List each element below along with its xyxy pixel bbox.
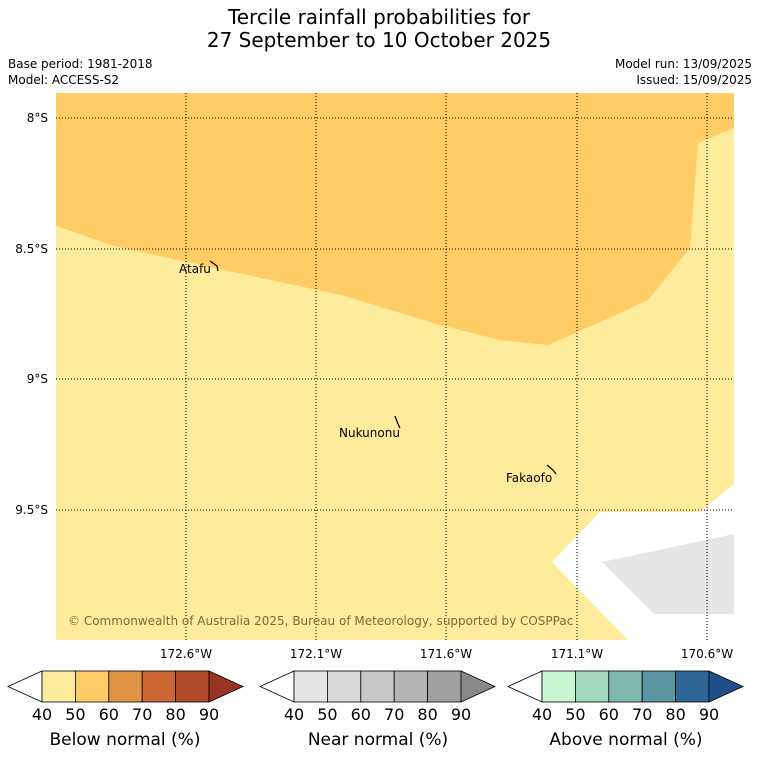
place-label-fakaofo: Fakaofo (506, 471, 553, 485)
colorbar-near-tick-80: 80 (417, 705, 438, 724)
model-name: Model: ACCESS-S2 (8, 73, 120, 87)
colorbar-near-tick-60: 60 (350, 705, 371, 724)
colorbar-below-segment-1 (41, 670, 76, 703)
colorbar-below-segment-4 (141, 670, 176, 703)
fakaofo-coastline (546, 464, 557, 475)
colorbar-near-segment-4 (393, 670, 429, 703)
colorbar-above-extend-high (708, 670, 744, 703)
colorbar-below-tick-80: 80 (165, 705, 186, 724)
lon-label-171.1: 171.1°W (550, 647, 604, 661)
below-normal-50-region (56, 93, 734, 345)
colorbar-near-tick-70: 70 (384, 705, 405, 724)
colorbar-above-segment-4 (641, 670, 677, 703)
colorbar-below-segment-5 (175, 670, 210, 703)
colorbar-above-tick-70: 70 (632, 705, 653, 724)
model-run: Model run: 13/09/2025 (614, 57, 752, 71)
gridlines (56, 93, 734, 640)
colorbar-below-tick-50: 50 (65, 705, 86, 724)
colorbar-below-segment-3 (108, 670, 143, 703)
colorbar-near-tick-40: 40 (283, 705, 305, 724)
colorbar-below-extend-high (208, 670, 244, 703)
colorbar-title-near: Near normal (%) (307, 730, 449, 750)
colorbar-near-segment-3 (360, 670, 395, 703)
map-area (56, 93, 734, 640)
colorbar-near-segment-2 (326, 670, 362, 703)
base-period: Base period: 1981-2018 (8, 57, 153, 71)
meta-left: Base period: 1981-2018 Model: ACCESS-S2 (8, 56, 153, 88)
near-normal-region (602, 534, 734, 614)
colorbar-above-extend-low (507, 670, 543, 703)
copyright-credit: © Commonwealth of Australia 2025, Bureau… (68, 614, 574, 628)
colorbars (7, 670, 744, 703)
colorbar-title-above: Above normal (%) (549, 730, 703, 750)
colorbar-above-tick-50: 50 (565, 705, 586, 724)
nukunonu-coastline (394, 415, 401, 429)
colorbar-below-segment-2 (75, 670, 110, 703)
colorbar-near-extend-high (460, 670, 496, 703)
colorbar-near-tick-50: 50 (317, 705, 338, 724)
colorbar-near-segment-1 (293, 670, 328, 703)
colorbar-above-tick-60: 60 (598, 705, 619, 724)
colorbar-above-segment-5 (675, 670, 710, 703)
colorbar-above-tick-90: 90 (698, 705, 720, 724)
place-label-nukunonu: Nukunonu (339, 426, 400, 440)
lon-label-172.6: 172.6°W (159, 647, 213, 661)
lon-label-172.1: 172.1°W (289, 647, 343, 661)
colorbar-below-tick-90: 90 (198, 705, 220, 724)
colorbar-below-tick-70: 70 (132, 705, 153, 724)
colorbar-below-extend-low (7, 670, 43, 703)
colorbar-above-segment-2 (575, 670, 610, 703)
colorbar-above-tick-40: 40 (531, 705, 553, 724)
colorbar-near-extend-low (259, 670, 295, 703)
colorbar-below-tick-40: 40 (31, 705, 53, 724)
place-label-atafu: Atafu (179, 262, 211, 276)
colorbar-title-below: Below normal (%) (49, 730, 201, 750)
lon-label-171.6: 171.6°W (419, 647, 473, 661)
lat-label-8: 8°S (26, 111, 48, 125)
colorbar-above-segment-1 (541, 670, 576, 703)
colorbar-below-tick-60: 60 (98, 705, 119, 724)
colorbar-near-tick-90: 90 (450, 705, 472, 724)
chart-title-line1: Tercile rainfall probabilities for (227, 5, 531, 29)
colorbar-above-tick-80: 80 (665, 705, 686, 724)
colorbar-near-segment-5 (427, 670, 462, 703)
lat-label-9.5: 9.5°S (15, 503, 48, 517)
lat-label-8.5: 8.5°S (15, 242, 48, 256)
lat-label-9: 9°S (26, 372, 48, 386)
coastlines (209, 260, 557, 475)
atafu-coastline (209, 260, 219, 272)
chart-title-line2: 27 September to 10 October 2025 (206, 28, 552, 52)
colorbar-above-segment-3 (608, 670, 643, 703)
issued-date: Issued: 15/09/2025 (636, 73, 752, 87)
meta-right: Model run: 13/09/2025 Issued: 15/09/2025 (615, 56, 752, 88)
lon-label-170.6: 170.6°W (680, 647, 734, 661)
